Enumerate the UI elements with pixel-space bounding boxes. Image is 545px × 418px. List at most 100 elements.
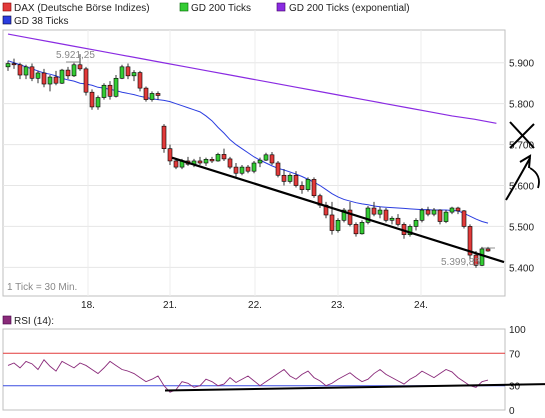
candle-body (113, 77, 119, 97)
candle-body (383, 209, 389, 221)
rsi-y-tick-label: 30 (509, 382, 521, 393)
candle-body (287, 174, 293, 182)
candle (209, 156, 215, 163)
candle (53, 70, 59, 86)
high-annotation: 5.921,25 (56, 50, 95, 61)
candle (167, 144, 173, 166)
candle (479, 246, 485, 267)
y-tick-label: 5.700 (509, 141, 534, 152)
candle (119, 64, 125, 80)
candle-body (485, 248, 491, 252)
candle (215, 152, 221, 162)
candle (449, 206, 455, 215)
candle-body (281, 174, 287, 182)
candle (341, 208, 347, 223)
candle (377, 206, 383, 219)
legend-gd200exp-swatch (276, 2, 286, 12)
candle-body (461, 210, 467, 227)
legend-gd38-label: GD 38 Ticks (14, 16, 68, 27)
rsi-plot-area (2, 328, 506, 411)
rsi-swatch (2, 315, 12, 325)
candle (41, 68, 47, 88)
y-tick-label: 5.400 (509, 263, 534, 274)
candle-body (143, 87, 149, 100)
tick-info: 1 Tick = 30 Min. (7, 282, 77, 293)
rsi-y-tick-label: 100 (509, 325, 526, 336)
hand-drawn-x-mark (509, 121, 535, 149)
candle-body (329, 214, 335, 231)
candle (29, 63, 35, 82)
candle-body (395, 217, 401, 225)
candle-body (359, 222, 365, 235)
candle (77, 54, 83, 71)
candle (407, 224, 413, 237)
x-tick-label: 24. (414, 300, 428, 311)
candle-body (389, 217, 395, 221)
candle (389, 216, 395, 225)
candle-body (107, 84, 113, 97)
candle (431, 208, 437, 217)
candle (365, 205, 371, 225)
legend-dax-swatch (2, 2, 12, 12)
candle (371, 201, 377, 217)
candle-body (443, 211, 449, 222)
candle-body (263, 154, 269, 161)
candle (467, 224, 473, 260)
candle-body (437, 209, 443, 222)
candle-body (47, 76, 53, 85)
candle-body (221, 154, 227, 160)
candle-body (467, 226, 473, 256)
candle (125, 63, 131, 80)
candle-body (197, 160, 203, 164)
candle-body (149, 93, 155, 100)
candle-body (233, 166, 239, 174)
candle (455, 206, 461, 215)
candle-body (293, 174, 299, 186)
legend-gd200-label: GD 200 Ticks (191, 3, 251, 14)
candle-body (131, 72, 137, 77)
candle-body (59, 69, 65, 84)
rsi-series-line (7, 359, 489, 393)
candle-body (407, 226, 413, 235)
candle-body (83, 68, 89, 93)
x-tick-label: 23. (331, 300, 345, 311)
candle-body (95, 97, 101, 108)
candle (395, 214, 401, 227)
candle-body (167, 148, 173, 162)
candle-body (17, 64, 23, 76)
candles (5, 54, 491, 268)
candle (305, 177, 311, 192)
candle (299, 181, 305, 194)
candle-body (299, 185, 305, 190)
candle-body (161, 125, 167, 149)
candle (203, 157, 209, 166)
y-tick-label: 5.600 (509, 182, 534, 193)
candle (443, 210, 449, 224)
candle-body (137, 72, 143, 89)
candle (293, 171, 299, 188)
candle-body (41, 72, 47, 85)
candle-body (413, 219, 419, 227)
candle (221, 148, 227, 161)
candle (425, 206, 431, 217)
candle (335, 218, 341, 233)
candle (59, 68, 65, 85)
candle-body (251, 162, 257, 172)
candle-body (239, 166, 245, 174)
candle-body (77, 64, 83, 70)
candle-body (89, 91, 95, 108)
candle-body (269, 154, 275, 164)
candle-body (455, 207, 461, 212)
candle-body (311, 179, 317, 197)
candle-body (53, 76, 59, 84)
y-axis: 5.900 5.800 5.700 5.600 5.500 5.400 (509, 59, 534, 275)
candle-body (209, 159, 215, 162)
legend-dax-label: DAX (Deutsche Börse Indizes) (14, 3, 150, 14)
candle (275, 160, 281, 178)
candle (149, 91, 155, 102)
candle (281, 169, 287, 186)
candle (137, 70, 143, 92)
candle-body (377, 209, 383, 215)
candle-body (215, 154, 221, 162)
